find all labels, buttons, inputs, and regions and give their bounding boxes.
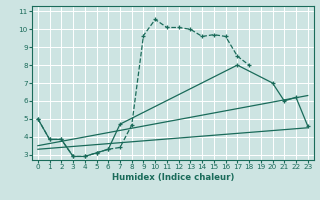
- X-axis label: Humidex (Indice chaleur): Humidex (Indice chaleur): [112, 173, 234, 182]
